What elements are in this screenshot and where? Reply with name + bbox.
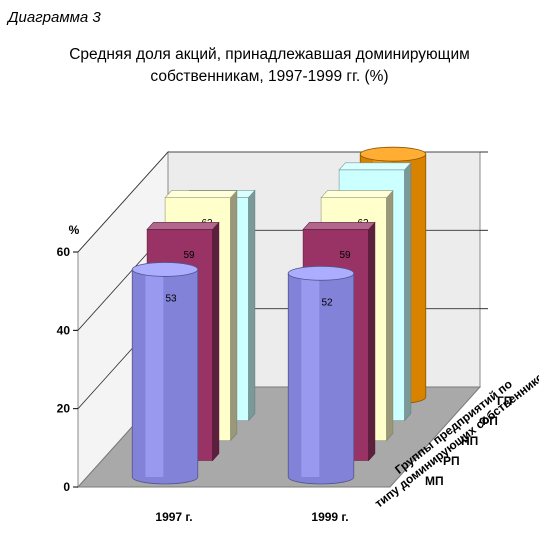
bar-highlight — [301, 273, 320, 477]
series-label: РП — [443, 454, 460, 468]
data-label: 52 — [321, 297, 333, 308]
chart-subtitle: собственникам, 1997-1999 гг. (%) — [150, 68, 389, 85]
data-label: 53 — [165, 293, 177, 304]
y-tick-label: 0 — [63, 480, 70, 494]
bar-side — [212, 221, 220, 462]
series-label: ФП — [479, 414, 498, 428]
series-label: МП — [425, 474, 444, 488]
bar-side — [404, 162, 412, 422]
bar-side — [386, 189, 394, 442]
chart-title: Средняя доля акций, принадлежавшая домин… — [69, 46, 470, 63]
bar-side — [230, 189, 238, 442]
bar-top — [302, 222, 376, 230]
data-label: 59 — [339, 250, 351, 261]
y-axis-label: % — [69, 223, 80, 237]
bar-side — [248, 189, 256, 422]
bar-top — [320, 190, 394, 198]
bar: 53 — [131, 262, 199, 485]
data-label: 59 — [183, 250, 195, 261]
bar-top — [146, 222, 220, 230]
series-label: НП — [461, 434, 478, 448]
bar: 52 — [287, 265, 355, 485]
y-tick-label: 60 — [57, 245, 71, 259]
bar-top — [338, 162, 412, 171]
category-label: 1997 г. — [155, 510, 192, 524]
bar-top — [164, 190, 238, 198]
bar-top — [359, 146, 427, 162]
bar-highlight — [145, 269, 164, 477]
diagram-label: Диаграмма 3 — [8, 9, 101, 26]
bar-top — [287, 265, 355, 281]
bar-side — [368, 221, 376, 462]
y-tick-label: 40 — [57, 323, 71, 337]
y-tick-label: 20 — [57, 402, 71, 416]
series-label: ГП — [497, 394, 512, 408]
category-label: 1999 г. — [311, 510, 348, 524]
bar-top — [131, 262, 199, 277]
